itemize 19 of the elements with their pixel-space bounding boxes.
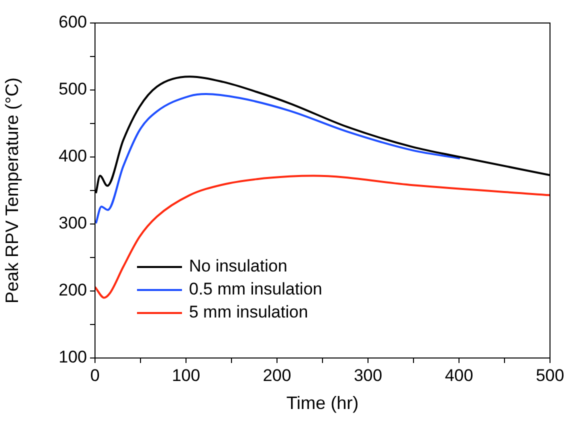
line-series bbox=[95, 93, 461, 224]
x-axis-title: Time (hr) bbox=[286, 393, 359, 414]
y-tick-label: 400 bbox=[58, 146, 87, 166]
y-tick-label: 200 bbox=[58, 280, 87, 300]
legend-label: No insulation bbox=[189, 256, 288, 276]
y-tick-label: 600 bbox=[58, 12, 87, 32]
y-tick-label: 100 bbox=[58, 348, 87, 367]
x-tick-label: 500 bbox=[536, 366, 564, 385]
x-tick-label: 400 bbox=[444, 366, 474, 385]
x-tick-label: 0 bbox=[90, 366, 100, 385]
x-tick-label: 200 bbox=[262, 366, 292, 385]
x-tick-label: 100 bbox=[172, 366, 200, 385]
legend-label: 0.5 mm insulation bbox=[189, 280, 322, 299]
legend-label: 5 mm insulation bbox=[189, 302, 308, 322]
line-series bbox=[95, 174, 550, 299]
y-axis-title: Peak RPV Temperature (°C) bbox=[2, 78, 22, 304]
y-tick-label: 300 bbox=[58, 214, 87, 233]
y-tick-label: 500 bbox=[58, 80, 87, 99]
x-tick-label: 300 bbox=[354, 366, 382, 385]
